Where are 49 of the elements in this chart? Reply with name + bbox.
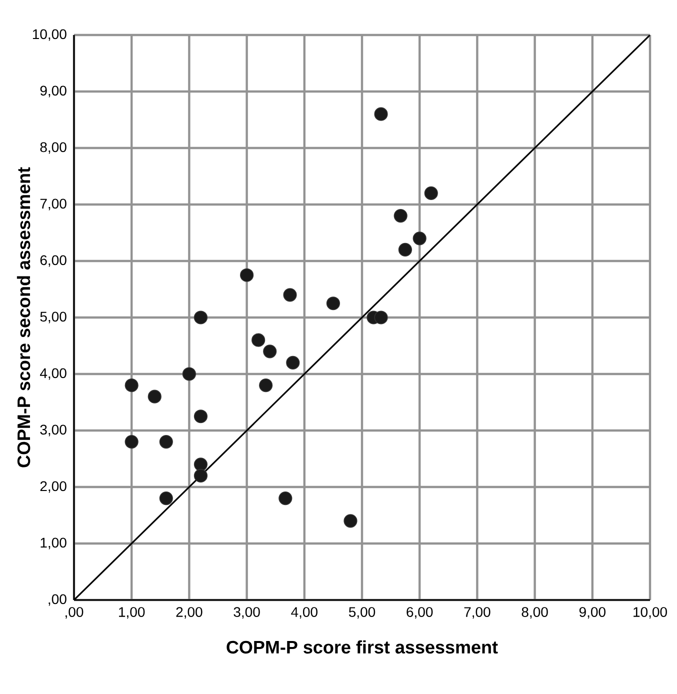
y-tick-label: 1,00 xyxy=(40,538,66,550)
point xyxy=(124,378,138,392)
point xyxy=(124,434,138,449)
y-tick-label: 9,00 xyxy=(40,86,66,98)
point xyxy=(344,514,358,528)
y-tick-label: 8,00 xyxy=(40,142,66,154)
point xyxy=(159,434,173,449)
x-tick-label: 6,00 xyxy=(406,607,433,619)
y-tick-label: 2,00 xyxy=(40,481,66,493)
point xyxy=(252,333,266,347)
x-tick-label: 2,00 xyxy=(176,607,202,619)
point xyxy=(398,242,412,256)
y-tick-label: 4,00 xyxy=(40,368,66,380)
point xyxy=(412,232,426,246)
x-tick-label: 8,00 xyxy=(522,607,548,619)
point xyxy=(278,491,292,506)
point xyxy=(194,410,208,424)
point xyxy=(194,310,208,324)
point xyxy=(148,390,162,404)
point xyxy=(159,491,173,506)
point xyxy=(240,268,254,282)
y-axis-title: COPM-P score second assessment xyxy=(16,167,30,468)
x-tick-label: 10,00 xyxy=(634,607,667,619)
y-tick-label: 10,00 xyxy=(32,29,66,41)
point xyxy=(259,378,273,392)
x-tick-label: 5,00 xyxy=(348,607,376,619)
y-tick-label: ,00 xyxy=(48,594,66,606)
y-tick-label: 7,00 xyxy=(40,198,66,210)
point xyxy=(394,208,408,223)
point xyxy=(286,356,300,370)
y-tick-label: 3,00 xyxy=(40,424,66,436)
point xyxy=(424,186,438,200)
y-tick-label: 6,00 xyxy=(40,255,66,267)
point xyxy=(182,367,196,381)
point xyxy=(374,107,388,121)
x-axis-title: COPM-P score first assessment xyxy=(226,640,498,654)
x-tick-label: 4,00 xyxy=(291,607,318,619)
point xyxy=(194,458,208,472)
x-tick-label: 7,00 xyxy=(464,607,490,619)
x-tick-label: ,00 xyxy=(66,607,84,619)
point xyxy=(374,310,388,324)
point xyxy=(326,296,340,310)
point xyxy=(263,344,277,358)
y-tick-label: 5,00 xyxy=(40,312,66,324)
x-tick-label: 9,00 xyxy=(579,607,606,619)
x-tick-label: 1,00 xyxy=(119,607,145,619)
x-tick-label: 3,00 xyxy=(234,607,260,619)
point xyxy=(283,288,297,302)
point xyxy=(194,468,208,482)
